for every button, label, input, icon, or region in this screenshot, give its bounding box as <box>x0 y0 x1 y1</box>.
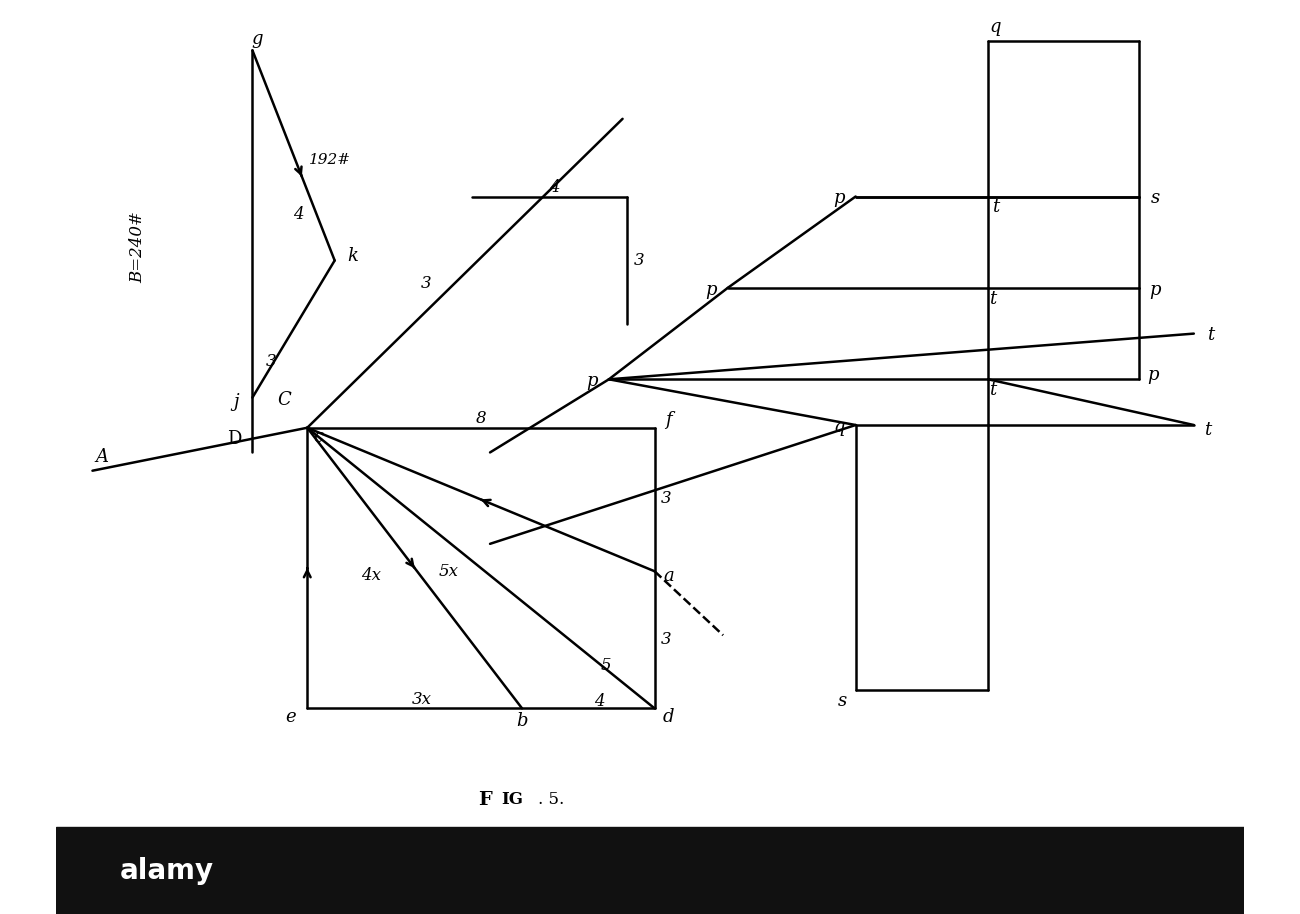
Text: 3: 3 <box>265 353 276 369</box>
Text: 3: 3 <box>633 252 645 269</box>
Text: s: s <box>1150 189 1160 207</box>
Text: 3: 3 <box>662 632 672 648</box>
Text: 4x: 4x <box>361 568 381 584</box>
Text: t: t <box>992 198 1000 217</box>
Text: a: a <box>663 567 673 585</box>
Text: p: p <box>1149 281 1161 299</box>
Text: alamy: alamy <box>120 857 214 885</box>
Text: 192#: 192# <box>309 153 351 167</box>
Text: 3: 3 <box>662 490 672 506</box>
Text: 3: 3 <box>421 275 432 292</box>
Text: B=240#: B=240# <box>130 211 147 282</box>
Text: q: q <box>833 418 845 436</box>
Text: F: F <box>478 791 493 809</box>
Text: p: p <box>1147 366 1158 384</box>
Text: 3x: 3x <box>412 691 432 707</box>
Text: 4: 4 <box>292 207 303 223</box>
Text: d: d <box>663 708 673 727</box>
Text: t: t <box>1206 326 1214 345</box>
Text: s: s <box>837 692 846 710</box>
Text: f: f <box>666 411 672 430</box>
Text: 4: 4 <box>594 693 604 709</box>
Text: 4: 4 <box>549 179 559 196</box>
Text: g: g <box>251 30 263 48</box>
Text: b: b <box>516 712 528 730</box>
Text: p: p <box>706 281 718 299</box>
Text: 8: 8 <box>476 410 486 427</box>
Text: IG: IG <box>500 792 523 808</box>
Text: 5: 5 <box>601 657 611 674</box>
Text: e: e <box>286 708 296 727</box>
Text: t: t <box>989 381 996 399</box>
Text: 5x: 5x <box>439 563 459 579</box>
Text: q: q <box>989 18 1001 37</box>
Text: C: C <box>277 391 291 409</box>
Bar <box>56 827 1244 914</box>
Text: k: k <box>347 247 359 265</box>
Text: j: j <box>233 393 239 411</box>
Text: A: A <box>95 448 108 466</box>
Text: c: c <box>313 428 324 446</box>
Text: p: p <box>586 372 598 390</box>
Text: . 5.: . 5. <box>538 792 564 808</box>
Text: D: D <box>227 430 242 448</box>
Text: p: p <box>833 189 845 207</box>
Text: t: t <box>989 290 996 308</box>
Text: t: t <box>1204 420 1212 439</box>
